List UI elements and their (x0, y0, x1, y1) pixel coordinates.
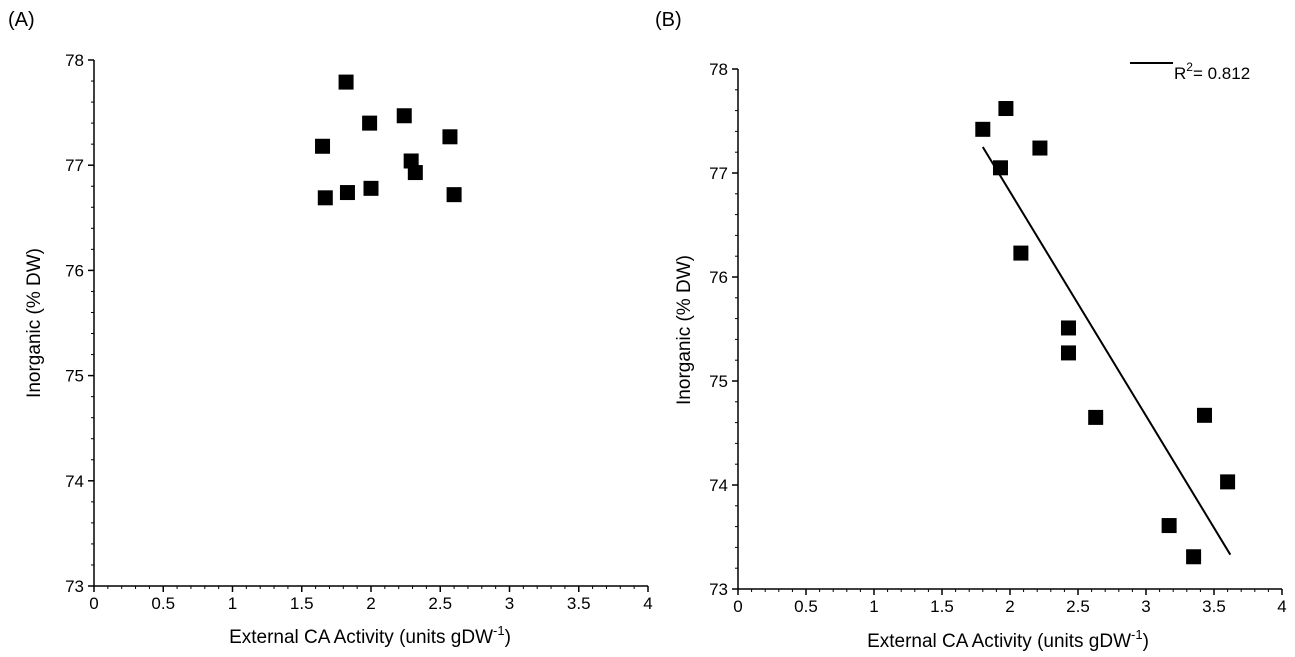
panel-a-data-point (362, 115, 378, 131)
panel-b-data-point (1220, 474, 1236, 490)
panel-a-y-tick-label: 74 (65, 472, 84, 491)
panel-a-x-tick-label: 1 (228, 594, 237, 613)
panel-a-data-point (363, 180, 379, 196)
panel-a-data-point (403, 153, 419, 169)
panel-a-y-tick-label: 76 (65, 261, 84, 280)
panel-a-x-tick-label: 2 (366, 594, 375, 613)
panel-b-x-tick-label: 0 (733, 597, 742, 616)
panel-a-x-tick-label: 3.5 (567, 594, 591, 613)
panel-a-data-point (315, 138, 331, 154)
panel-b-x-tick-label: 2 (1005, 597, 1014, 616)
panel-b-data-point (1060, 320, 1076, 336)
panel-b-x-tick-label: 1 (869, 597, 878, 616)
panel-b-x-tick-label: 1.5 (930, 597, 954, 616)
panel-a-x-tick-label: 4 (643, 594, 652, 613)
panel-b-x-tick-label: 3 (1141, 597, 1150, 616)
panel-a-data-point (396, 108, 412, 124)
panel-b-y-tick-label: 74 (709, 476, 728, 495)
panel-a-data-point (446, 187, 462, 203)
panel-b-data-point (992, 160, 1008, 176)
panel-b-y-tick-label: 73 (709, 580, 728, 599)
panel-a-data-point (317, 190, 333, 206)
panel-b-label: (B) (655, 9, 682, 31)
panel-a-data-point (338, 74, 354, 90)
panel-a-x-tick-label: 0.5 (151, 594, 175, 613)
panel-a-y-tick-label: 73 (65, 577, 84, 596)
panel-a-y-tick-label: 77 (65, 156, 84, 175)
panel-b-legend: R2= 0.812 (1130, 60, 1250, 83)
panel-a-data-point (407, 165, 423, 181)
panel-b-x-tick-label: 0.5 (794, 597, 818, 616)
panel-a-y-axis-title: Inorganic (% DW) (24, 248, 45, 398)
panel-a-data-point (339, 185, 355, 201)
panel-b-data-point (1186, 549, 1202, 565)
panel-b-data-point (1060, 345, 1076, 361)
panel-a-data-point (442, 129, 458, 145)
panel-b-data-point (975, 121, 991, 137)
panel-b-regression-line (981, 146, 1232, 556)
panel-b-y-tick-label: 75 (709, 372, 728, 391)
legend-r-squared-label: R2= 0.812 (1174, 60, 1250, 83)
panel-b-y-tick-label: 77 (709, 164, 728, 183)
panel-a-label: (A) (8, 9, 35, 31)
panel-b-data-point (998, 101, 1014, 117)
panel-b-y-tick-label: 76 (709, 268, 728, 287)
panel-a-plot-area: 0 0.5 1 1.5 2 2.5 3 3.5 4 73 74 75 76 77 78 (65, 51, 653, 613)
panel-b-x-tick-label: 4 (1277, 597, 1286, 616)
panel-b-y-axis-title: Inorganic (% DW) (674, 255, 695, 405)
panel-b-y-tick-label: 78 (709, 60, 728, 79)
panel-b-data-point (1196, 407, 1212, 423)
panel-a-y-tick-label: 78 (65, 51, 84, 70)
panel-b-x-axis-title: External CA Activity (units gDW-1) (867, 627, 1149, 652)
panel-b: (B) 0 0.5 1 1.5 2 2.5 3 3.5 4 73 74 75 76 77 78 R2= 0.… (655, 9, 1287, 652)
panel-a-x-axis-title: External CA Activity (units gDW-1) (229, 623, 511, 648)
panel-b-data-point (1161, 518, 1177, 534)
panel-a-x-tick-label: 0 (89, 594, 98, 613)
panel-b-data-point (1013, 245, 1029, 261)
panel-a: (A) 0 0.5 1 1.5 2 2.5 3 3.5 4 73 74 75 76 77 78 Extern… (8, 9, 653, 648)
panel-b-x-tick-label: 2.5 (1066, 597, 1090, 616)
panel-a-x-tick-label: 3 (505, 594, 514, 613)
panel-a-x-tick-label: 1.5 (290, 594, 314, 613)
panel-b-data-point (1088, 409, 1104, 425)
panel-a-x-tick-label: 2.5 (428, 594, 452, 613)
panel-b-x-tick-label: 3.5 (1202, 597, 1226, 616)
panel-a-y-tick-label: 75 (65, 367, 84, 386)
panel-b-plot-area: 0 0.5 1 1.5 2 2.5 3 3.5 4 73 74 75 76 77 78 (709, 60, 1287, 616)
panel-b-data-point (1032, 140, 1048, 156)
